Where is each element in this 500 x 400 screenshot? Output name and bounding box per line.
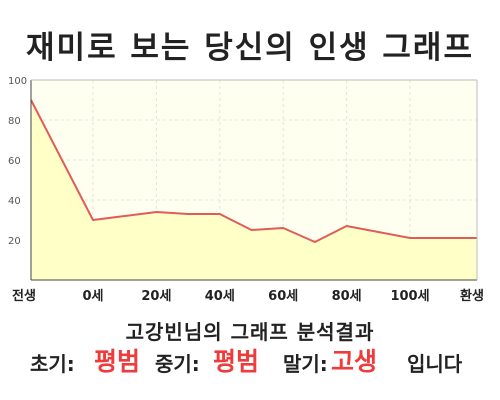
y-tick-label-80: 80 xyxy=(8,116,21,127)
x-tick-label-1: 0세 xyxy=(82,289,103,304)
x-tick-labels: 전생 0세 20세 40세 60세 80세 100세 환생 xyxy=(12,288,484,304)
middle-value: 평범 xyxy=(213,347,260,376)
middle-label: 중기: xyxy=(155,352,200,376)
x-tick-label-5: 80세 xyxy=(332,289,362,304)
chart-title: 재미로 보는 당신의 인생 그래프 xyxy=(26,30,474,66)
early-value: 평범 xyxy=(94,347,141,376)
area-fill xyxy=(31,100,477,280)
axes xyxy=(30,79,478,281)
x-tick-label-6: 100세 xyxy=(390,289,429,304)
y-tick-label-20: 20 xyxy=(8,236,21,247)
x-tick-label-2: 20세 xyxy=(141,289,171,304)
x-tick-label-3: 40세 xyxy=(205,289,235,304)
y-tick-labels: 20 40 60 80 100 xyxy=(8,76,27,247)
late-value: 고생 xyxy=(331,347,378,376)
result-suffix: 입니다 xyxy=(407,352,463,376)
early-label: 초기: xyxy=(30,352,75,376)
life-graph-chart: 20 40 60 80 100 전생 0세 20세 40세 60세 80세 100세 환생 xyxy=(8,76,484,304)
late-label: 말기: xyxy=(283,352,328,376)
y-tick-label-40: 40 xyxy=(8,196,21,207)
x-tick-label-4: 60세 xyxy=(268,289,298,304)
result-detail: 초기: 평범 중기: 평범 말기: 고생 입니다 xyxy=(0,346,500,382)
x-tick-label-0: 전생 xyxy=(12,288,36,304)
result-summary: 고강빈님의 그래프 분석결과 xyxy=(125,320,375,344)
x-tick-label-7: 환생 xyxy=(460,288,484,304)
life-line xyxy=(30,99,477,243)
y-tick-label-100: 100 xyxy=(8,76,27,87)
y-tick-label-60: 60 xyxy=(8,156,21,167)
